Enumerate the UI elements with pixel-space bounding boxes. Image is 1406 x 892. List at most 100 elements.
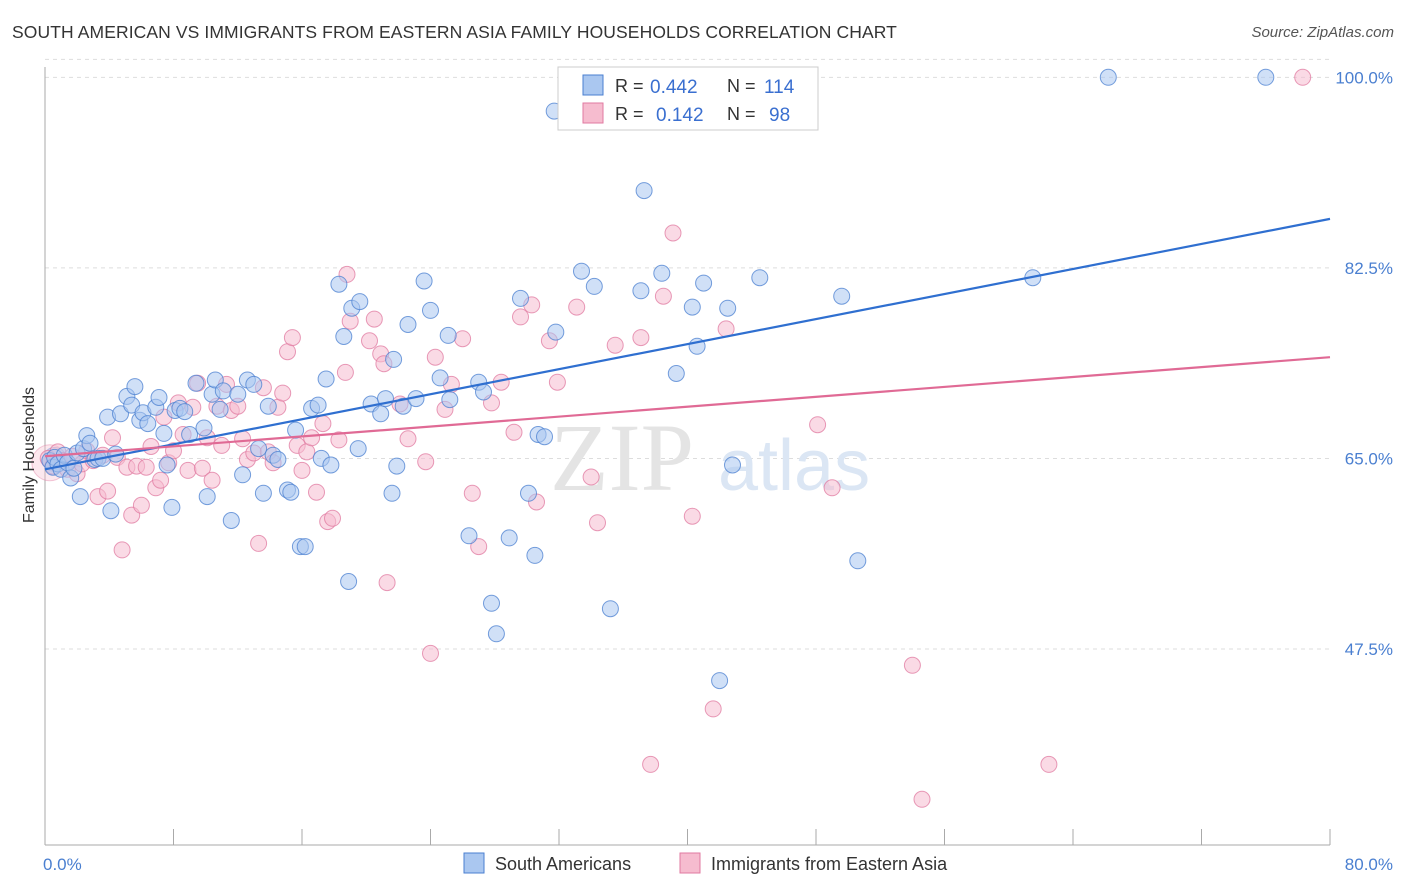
watermark: ZIP atlas — [550, 404, 870, 511]
point-eastern-asia-97 — [809, 416, 827, 434]
point-south-americans-54 — [282, 483, 300, 501]
point-eastern-asia-90 — [632, 329, 650, 347]
point-eastern-asia-12 — [99, 482, 117, 500]
point-south-americans-47 — [245, 375, 263, 393]
point-south-americans-20 — [112, 405, 129, 423]
gridlines — [45, 58, 1330, 650]
point-south-americans-94 — [547, 323, 565, 341]
point-south-americans-67 — [351, 293, 369, 311]
point-south-americans-41 — [211, 400, 229, 418]
point-south-americans-52 — [269, 451, 287, 468]
source-credit: Source: ZipAtlas.com — [1251, 24, 1394, 41]
bottom-legend-label-blue: South Americans — [495, 854, 631, 874]
point-eastern-asia-50 — [283, 329, 301, 347]
point-south-americans-64 — [335, 328, 353, 345]
point-south-americans-79 — [422, 301, 439, 319]
point-south-americans-74 — [388, 457, 406, 475]
point-eastern-asia-13 — [104, 429, 121, 447]
point-south-americans-99 — [632, 282, 650, 300]
point-south-americans-87 — [487, 625, 505, 643]
point-eastern-asia-36 — [213, 436, 231, 454]
trend-line-eastern-asia — [44, 356, 1331, 458]
point-south-americans-61 — [317, 370, 335, 388]
point-eastern-asia-56 — [314, 415, 332, 433]
legend-swatch-blue — [582, 74, 604, 96]
legend-r-value-blue: 0.442 — [650, 77, 698, 98]
point-south-americans-89 — [512, 289, 529, 307]
point-south-americans-96 — [573, 262, 590, 280]
x-tick-label-1: 80.0% — [1345, 855, 1393, 874]
point-south-americans-37 — [195, 419, 213, 437]
point-eastern-asia-54 — [303, 429, 321, 447]
legend-r-label-blue: R = — [615, 76, 644, 96]
point-eastern-asia-49 — [279, 343, 296, 361]
point-south-americans-34 — [176, 403, 194, 421]
point-eastern-asia-72 — [426, 348, 444, 366]
point-eastern-asia-19 — [132, 496, 150, 514]
point-south-americans-103 — [683, 298, 701, 316]
y-axis-label: Family Households — [21, 387, 38, 523]
point-eastern-asia-63 — [361, 332, 378, 350]
point-south-americans-23 — [126, 378, 144, 396]
point-south-americans-93 — [536, 428, 553, 446]
point-eastern-asia-87 — [582, 468, 600, 486]
chart-title: SOUTH AMERICAN VS IMMIGRANTS FROM EASTER… — [12, 22, 897, 42]
legend-n-label-blue: N = — [727, 76, 756, 96]
point-eastern-asia-95 — [704, 700, 722, 718]
point-south-americans-88 — [500, 529, 518, 547]
point-south-americans-81 — [439, 326, 457, 344]
point-south-americans-29 — [155, 424, 173, 442]
point-eastern-asia-98 — [823, 479, 841, 497]
point-south-americans-44 — [229, 385, 247, 403]
point-south-americans-10 — [71, 488, 89, 506]
point-eastern-asia-59 — [330, 431, 348, 449]
watermark-atlas: atlas — [718, 426, 870, 506]
point-south-americans-73 — [385, 350, 403, 368]
point-eastern-asia-71 — [422, 644, 439, 662]
point-eastern-asia-76 — [463, 484, 481, 502]
point-south-americans-80 — [431, 369, 449, 387]
point-eastern-asia-20 — [137, 458, 155, 476]
point-south-americans-109 — [751, 269, 769, 287]
point-south-americans-30 — [158, 456, 176, 474]
point-south-americans-38 — [198, 488, 216, 506]
point-eastern-asia-53 — [298, 443, 316, 461]
point-eastern-asia-88 — [589, 514, 606, 532]
point-south-americans-36 — [187, 374, 205, 392]
point-eastern-asia-23 — [152, 471, 170, 489]
x-tick-label-0: 0.0% — [43, 855, 82, 874]
y-tick-label-0: 47.5% — [1345, 640, 1393, 659]
point-eastern-asia-55 — [308, 483, 325, 501]
legend: R = 0.442 N = 114 R = 0.142 N = 98 — [557, 66, 819, 131]
legend-n-label-pink: N = — [727, 104, 756, 124]
y-tick-label-3: 100.0% — [1335, 68, 1393, 87]
point-eastern-asia-102 — [1294, 68, 1312, 86]
point-south-americans-83 — [460, 527, 478, 545]
point-south-americans-105 — [695, 274, 713, 292]
point-eastern-asia-52 — [293, 461, 311, 479]
point-eastern-asia-48 — [274, 384, 292, 402]
legend-r-label-pink: R = — [615, 104, 644, 124]
point-south-americans-113 — [1099, 68, 1117, 86]
point-south-americans-107 — [719, 299, 737, 317]
point-south-americans-59 — [309, 396, 327, 414]
point-south-americans-55 — [287, 421, 305, 439]
point-south-americans-91 — [526, 546, 544, 564]
data-points — [31, 68, 1312, 808]
point-south-americans-63 — [330, 275, 348, 293]
point-eastern-asia-67 — [378, 574, 396, 592]
point-south-americans-48 — [250, 440, 268, 458]
point-eastern-asia-85 — [548, 373, 566, 391]
point-eastern-asia-99 — [903, 656, 921, 674]
point-south-americans-70 — [372, 405, 390, 423]
point-south-americans-18 — [102, 502, 120, 520]
point-south-americans-50 — [259, 397, 277, 415]
point-south-americans-31 — [163, 498, 181, 516]
point-south-americans-110 — [833, 287, 851, 305]
point-eastern-asia-64 — [365, 310, 383, 328]
point-south-americans-28 — [150, 389, 168, 406]
point-south-americans-43 — [222, 512, 240, 529]
point-eastern-asia-34 — [203, 471, 221, 489]
point-eastern-asia-100 — [913, 790, 931, 808]
